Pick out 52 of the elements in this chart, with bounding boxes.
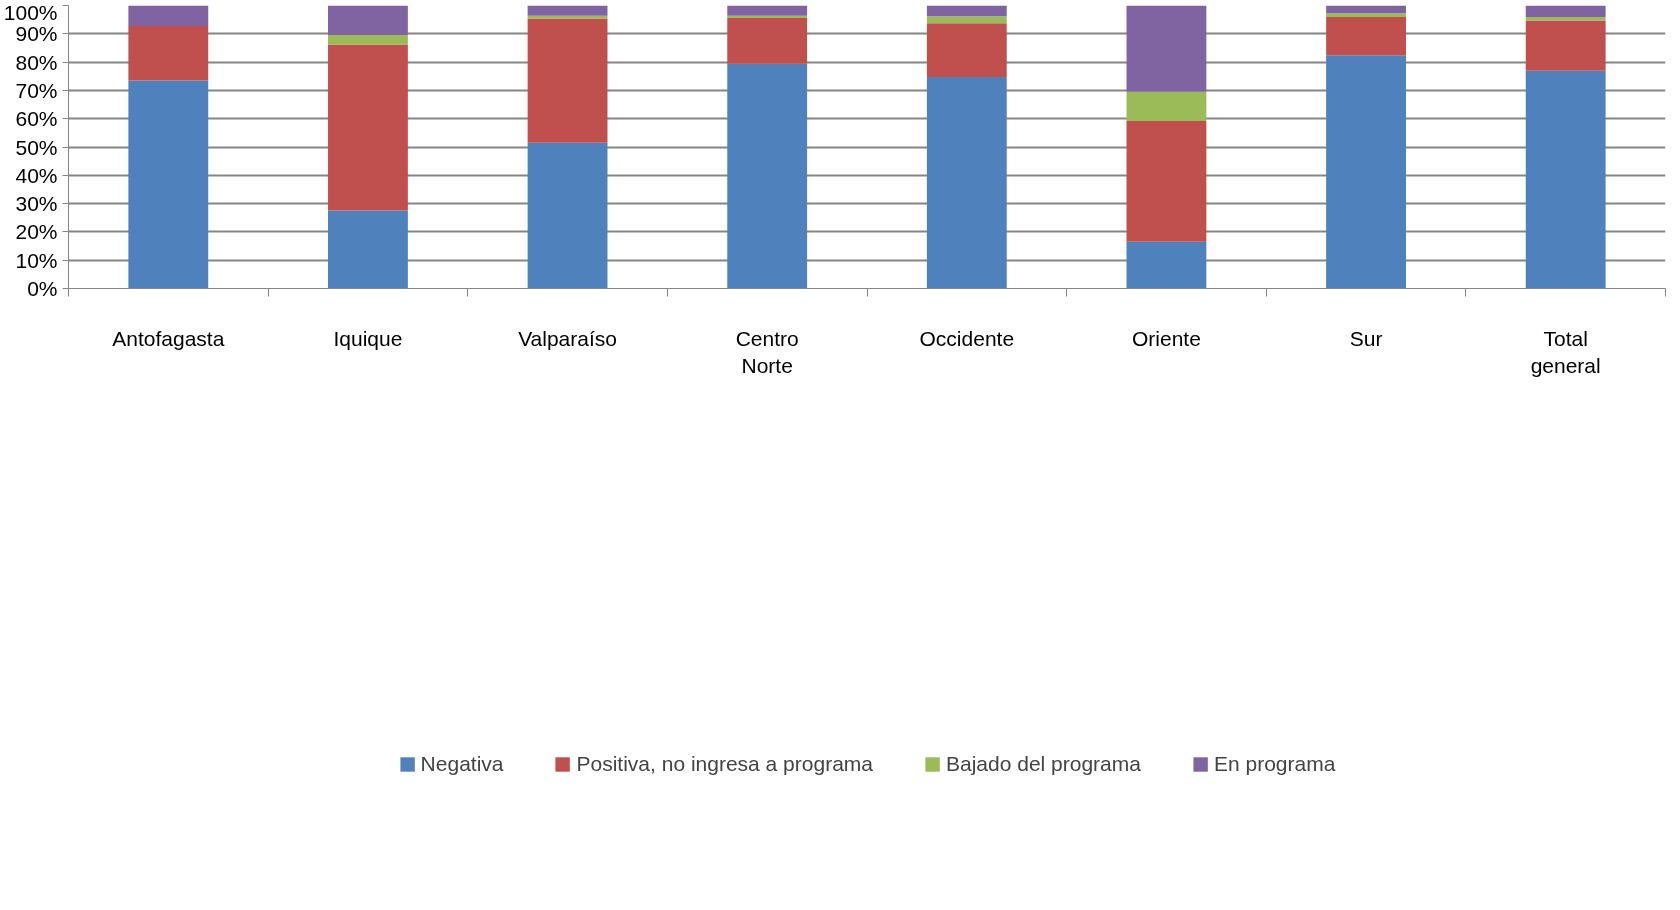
- y-tick-label: 40%: [15, 163, 58, 187]
- x-tick-label: Iquique: [333, 326, 403, 350]
- bar: [1525, 20, 1606, 71]
- bar: [328, 44, 408, 211]
- bar: [926, 16, 1007, 24]
- bar: [1326, 55, 1406, 289]
- bar: [527, 5, 608, 16]
- legend-label: Positiva, no ingresa a programa: [576, 752, 874, 776]
- bar: [727, 5, 808, 16]
- bar: [727, 63, 808, 289]
- bar: [1126, 5, 1207, 92]
- y-tick-label: 70%: [15, 78, 58, 102]
- bar: [527, 15, 608, 19]
- x-tick-label: Antofagasta: [112, 326, 225, 350]
- bar: [527, 142, 608, 289]
- y-tick-label: 10%: [15, 248, 58, 272]
- x-tick-label: Valparaíso: [518, 326, 617, 350]
- x-tick-label: Occidente: [919, 326, 1015, 350]
- y-tick-label: 50%: [15, 135, 58, 159]
- x-tick-label: Sur: [1349, 326, 1383, 350]
- bar: [1126, 241, 1207, 289]
- bar: [1326, 5, 1406, 14]
- bar: [1525, 5, 1606, 18]
- bar: [926, 5, 1007, 17]
- y-tick-label: 80%: [15, 50, 58, 74]
- bar: [328, 5, 408, 35]
- bar: [926, 77, 1007, 289]
- x-tick-label: Oriente: [1132, 326, 1201, 350]
- bar: [128, 80, 209, 289]
- bar: [128, 25, 209, 81]
- y-tick-label: 30%: [15, 192, 58, 216]
- legend-label: Negativa: [420, 752, 504, 776]
- bar: [328, 34, 408, 45]
- bar: [527, 18, 608, 143]
- bar: [926, 23, 1007, 78]
- bar: [1525, 70, 1606, 289]
- bar: [128, 5, 209, 26]
- y-tick-label: 100%: [3, 0, 58, 24]
- bar: [1326, 17, 1406, 56]
- legend-label: En programa: [1213, 752, 1336, 776]
- bar: [328, 210, 408, 289]
- y-tick-label: 60%: [15, 107, 58, 131]
- y-tick-label: 0%: [27, 277, 58, 300]
- x-tick-label: Total general: [1530, 326, 1601, 378]
- y-tick-label: 90%: [15, 22, 58, 46]
- x-tick-label: Centro Norte: [735, 326, 799, 378]
- bar: [1126, 120, 1207, 242]
- y-tick-label: 20%: [15, 220, 58, 244]
- bar: [727, 17, 808, 64]
- bar: [1326, 13, 1406, 18]
- bar: [1126, 91, 1207, 121]
- legend-label: Bajado del programa: [946, 752, 1141, 776]
